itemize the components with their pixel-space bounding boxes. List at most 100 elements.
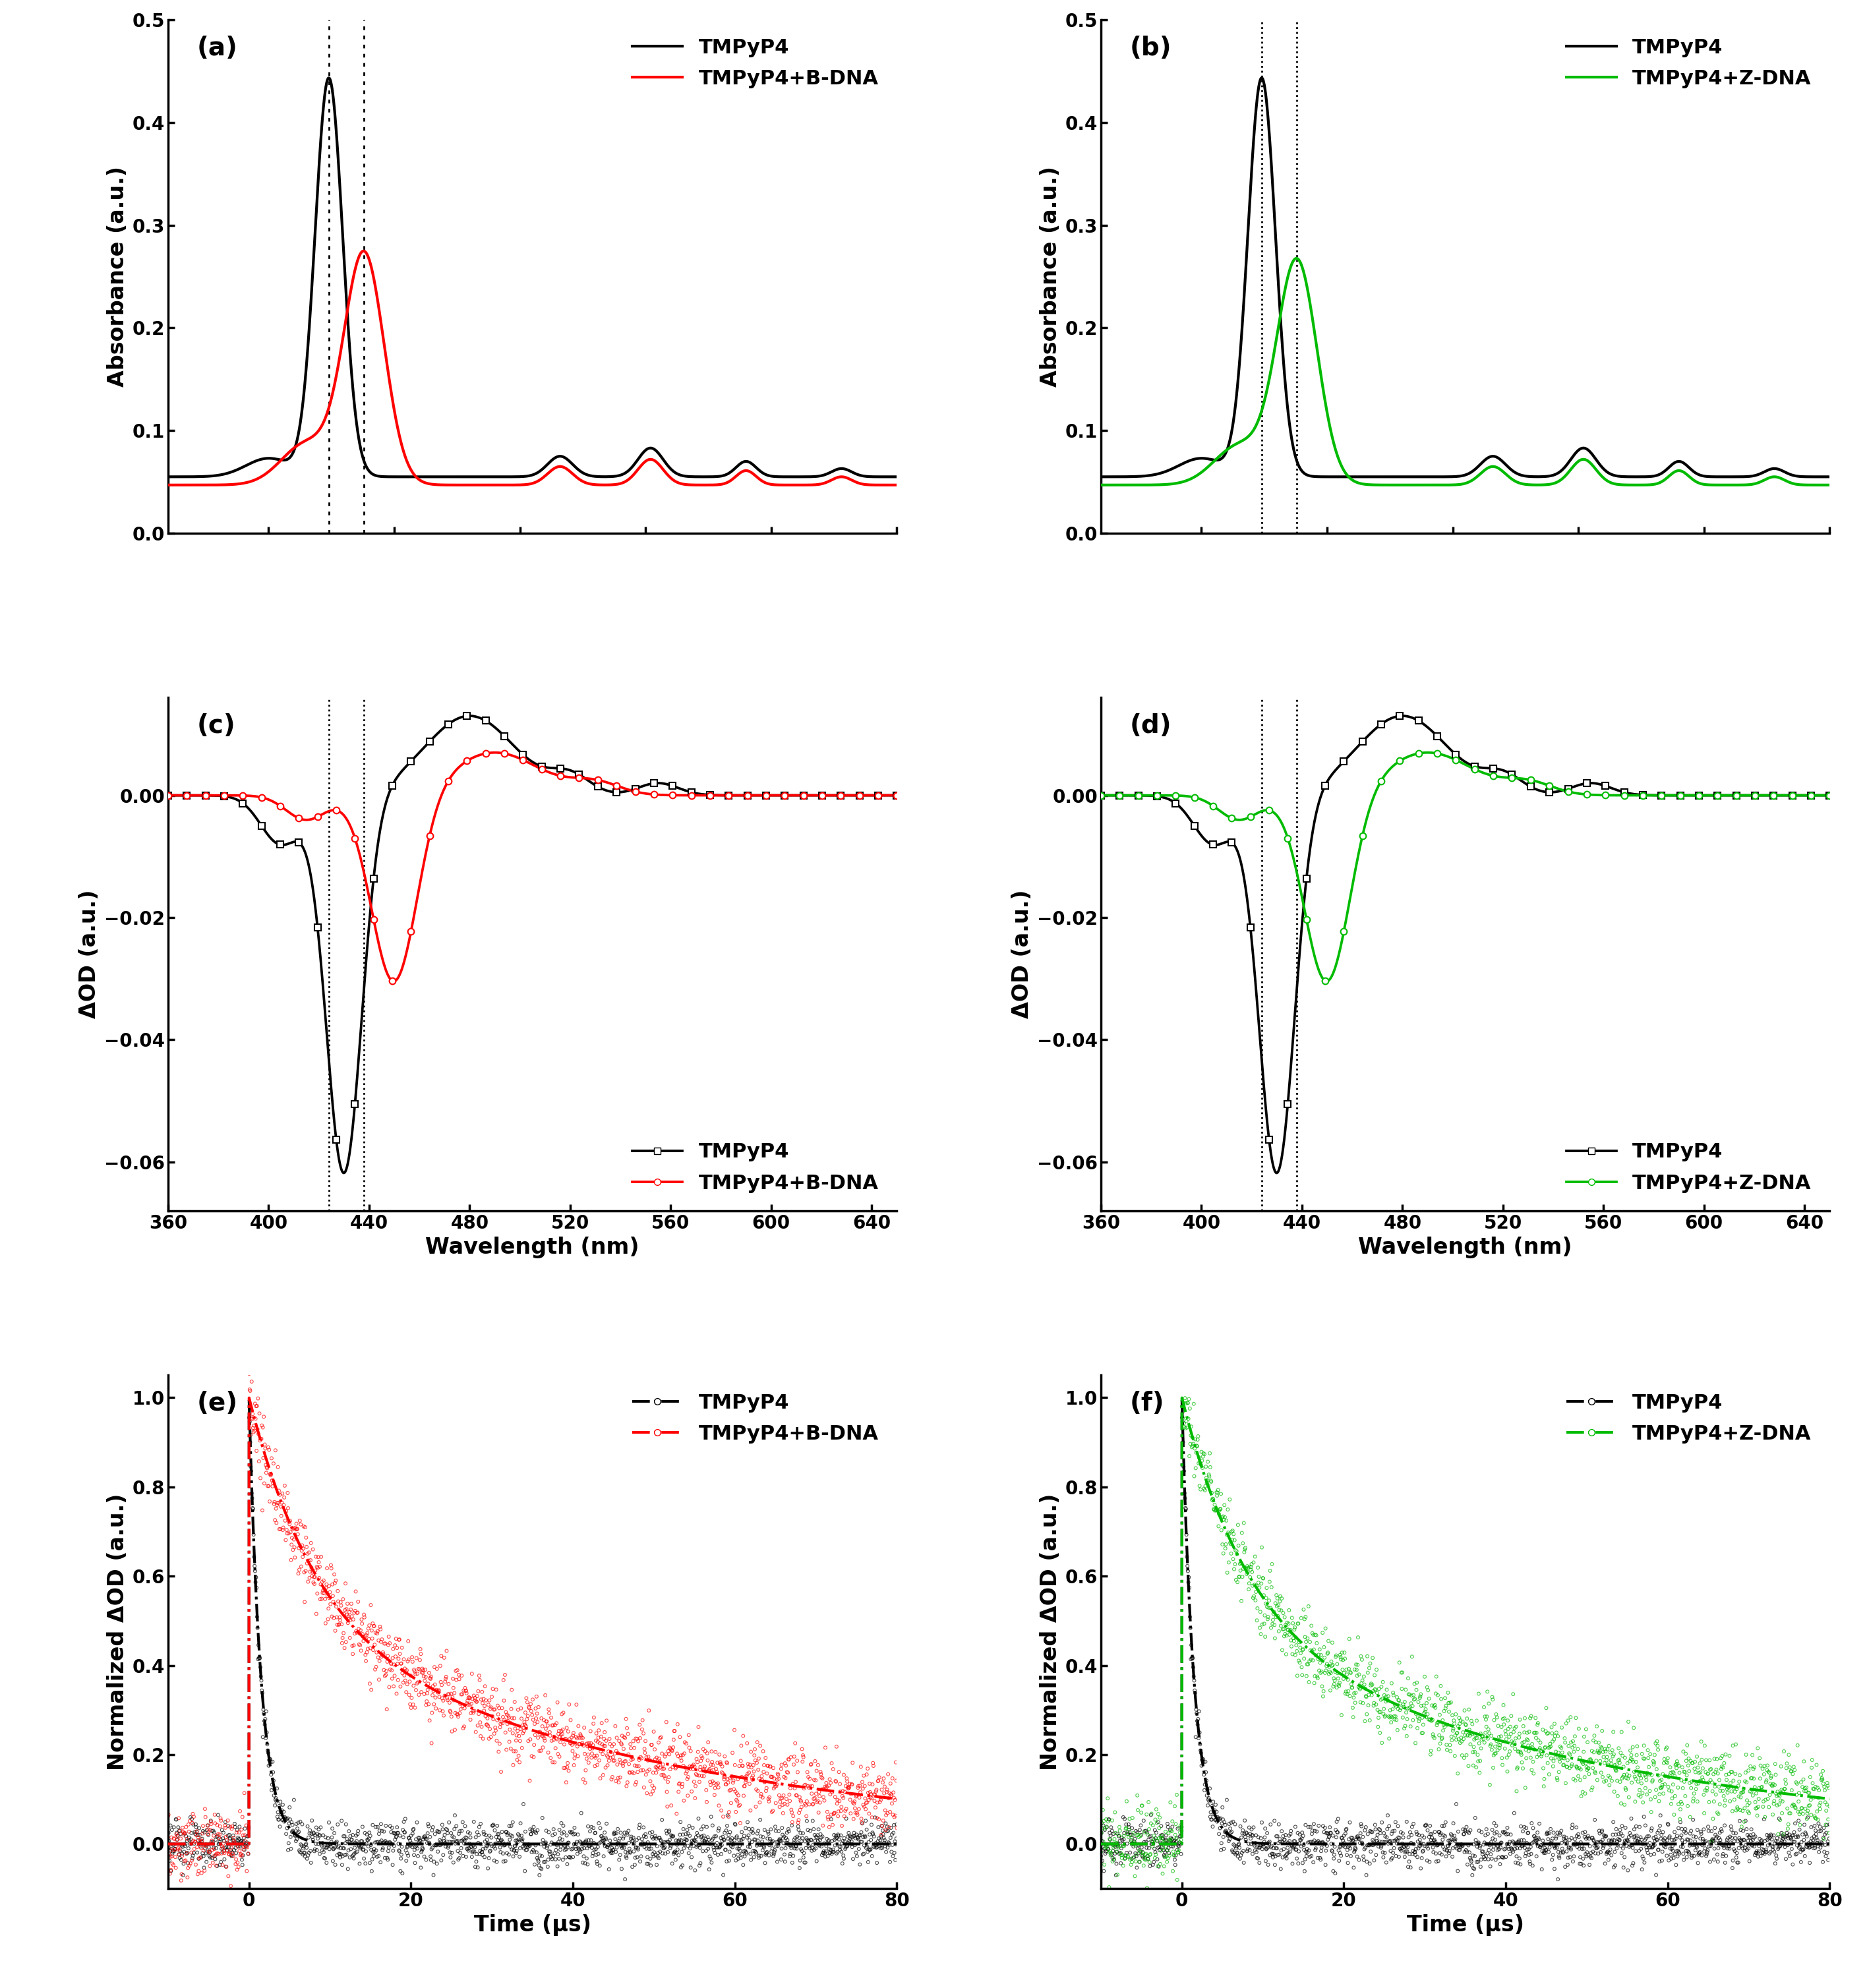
Point — [467, 1676, 497, 1708]
Point — [1544, 1843, 1574, 1875]
Point — [301, 1819, 330, 1851]
Point — [198, 1833, 228, 1865]
Point — [1454, 1694, 1484, 1726]
Point — [1639, 1747, 1669, 1779]
Point — [1596, 1825, 1626, 1857]
Point — [177, 1797, 207, 1829]
Point — [644, 1745, 674, 1777]
Point — [1197, 1803, 1227, 1835]
Point — [795, 1815, 825, 1847]
Point — [1538, 1724, 1568, 1755]
Point — [517, 1837, 547, 1869]
Point — [368, 1815, 398, 1847]
Point — [523, 1698, 553, 1730]
Point — [566, 1827, 596, 1859]
Point — [1675, 1755, 1705, 1787]
Point — [1243, 1561, 1273, 1592]
Point — [547, 1698, 577, 1730]
Point — [215, 1839, 245, 1871]
Point — [258, 1465, 288, 1497]
Point — [1152, 1831, 1182, 1863]
Point — [480, 1815, 510, 1847]
Point — [1800, 1809, 1830, 1841]
Point — [752, 1837, 782, 1869]
Point — [306, 1582, 336, 1614]
Point — [269, 1803, 299, 1835]
Point — [1397, 1680, 1426, 1712]
Point — [1165, 1811, 1195, 1843]
Point — [1721, 1728, 1751, 1759]
Point — [1251, 1582, 1281, 1614]
Point — [1738, 1779, 1768, 1811]
Point — [1313, 1648, 1342, 1680]
Point — [204, 1821, 233, 1853]
Point — [465, 1660, 495, 1692]
Point — [1477, 1813, 1507, 1845]
Point — [1432, 1835, 1462, 1867]
Point — [799, 1763, 829, 1795]
Point — [284, 1533, 314, 1565]
Point — [1156, 1831, 1186, 1863]
Point — [1393, 1821, 1423, 1853]
Point — [220, 1837, 250, 1869]
Point — [330, 1827, 360, 1859]
Point — [665, 1767, 695, 1799]
Point — [1624, 1811, 1654, 1843]
Point — [564, 1835, 594, 1867]
Point — [863, 1765, 892, 1797]
Point — [1576, 1775, 1606, 1807]
Point — [500, 1726, 530, 1757]
Point — [579, 1702, 609, 1734]
Point — [1598, 1734, 1628, 1765]
Point — [194, 1837, 224, 1869]
Point — [1613, 1747, 1643, 1779]
Point — [779, 1749, 808, 1781]
Point — [1387, 1817, 1417, 1849]
Point — [442, 1825, 472, 1857]
Point — [569, 1730, 599, 1761]
Point — [1509, 1829, 1538, 1861]
Point — [1225, 1827, 1255, 1859]
Point — [1154, 1823, 1184, 1855]
Point — [540, 1837, 569, 1869]
Point — [1652, 1807, 1682, 1839]
Point — [1469, 1843, 1499, 1875]
Point — [1591, 1745, 1621, 1777]
Point — [1645, 1845, 1675, 1877]
Point — [323, 1608, 353, 1640]
Point — [1714, 1823, 1744, 1855]
Point — [325, 1833, 355, 1865]
Point — [276, 1523, 306, 1555]
Point — [661, 1751, 691, 1783]
Point — [553, 1751, 583, 1783]
Point — [1479, 1684, 1509, 1716]
Point — [1466, 1831, 1495, 1863]
Point — [1725, 1781, 1755, 1813]
Point — [409, 1678, 439, 1710]
Point — [1712, 1827, 1742, 1859]
Point — [1712, 1759, 1742, 1791]
Point — [864, 1825, 894, 1857]
Point — [493, 1817, 523, 1849]
Point — [291, 1843, 321, 1875]
Point — [1210, 1807, 1240, 1839]
Point — [1759, 1767, 1789, 1799]
Point — [1746, 1825, 1776, 1857]
Point — [340, 1831, 370, 1863]
Point — [1792, 1795, 1822, 1827]
Point — [1527, 1825, 1557, 1857]
Point — [588, 1841, 618, 1873]
Point — [685, 1849, 715, 1881]
Point — [204, 1819, 233, 1851]
Point — [1159, 1843, 1189, 1875]
Point — [385, 1835, 414, 1867]
Point — [807, 1773, 836, 1805]
Point — [728, 1749, 758, 1781]
Point — [1692, 1743, 1721, 1775]
Point — [526, 1829, 556, 1861]
Point — [476, 1722, 506, 1753]
Point — [454, 1682, 484, 1714]
Point — [790, 1787, 820, 1819]
Point — [1748, 1771, 1777, 1803]
Point — [1309, 1827, 1339, 1859]
